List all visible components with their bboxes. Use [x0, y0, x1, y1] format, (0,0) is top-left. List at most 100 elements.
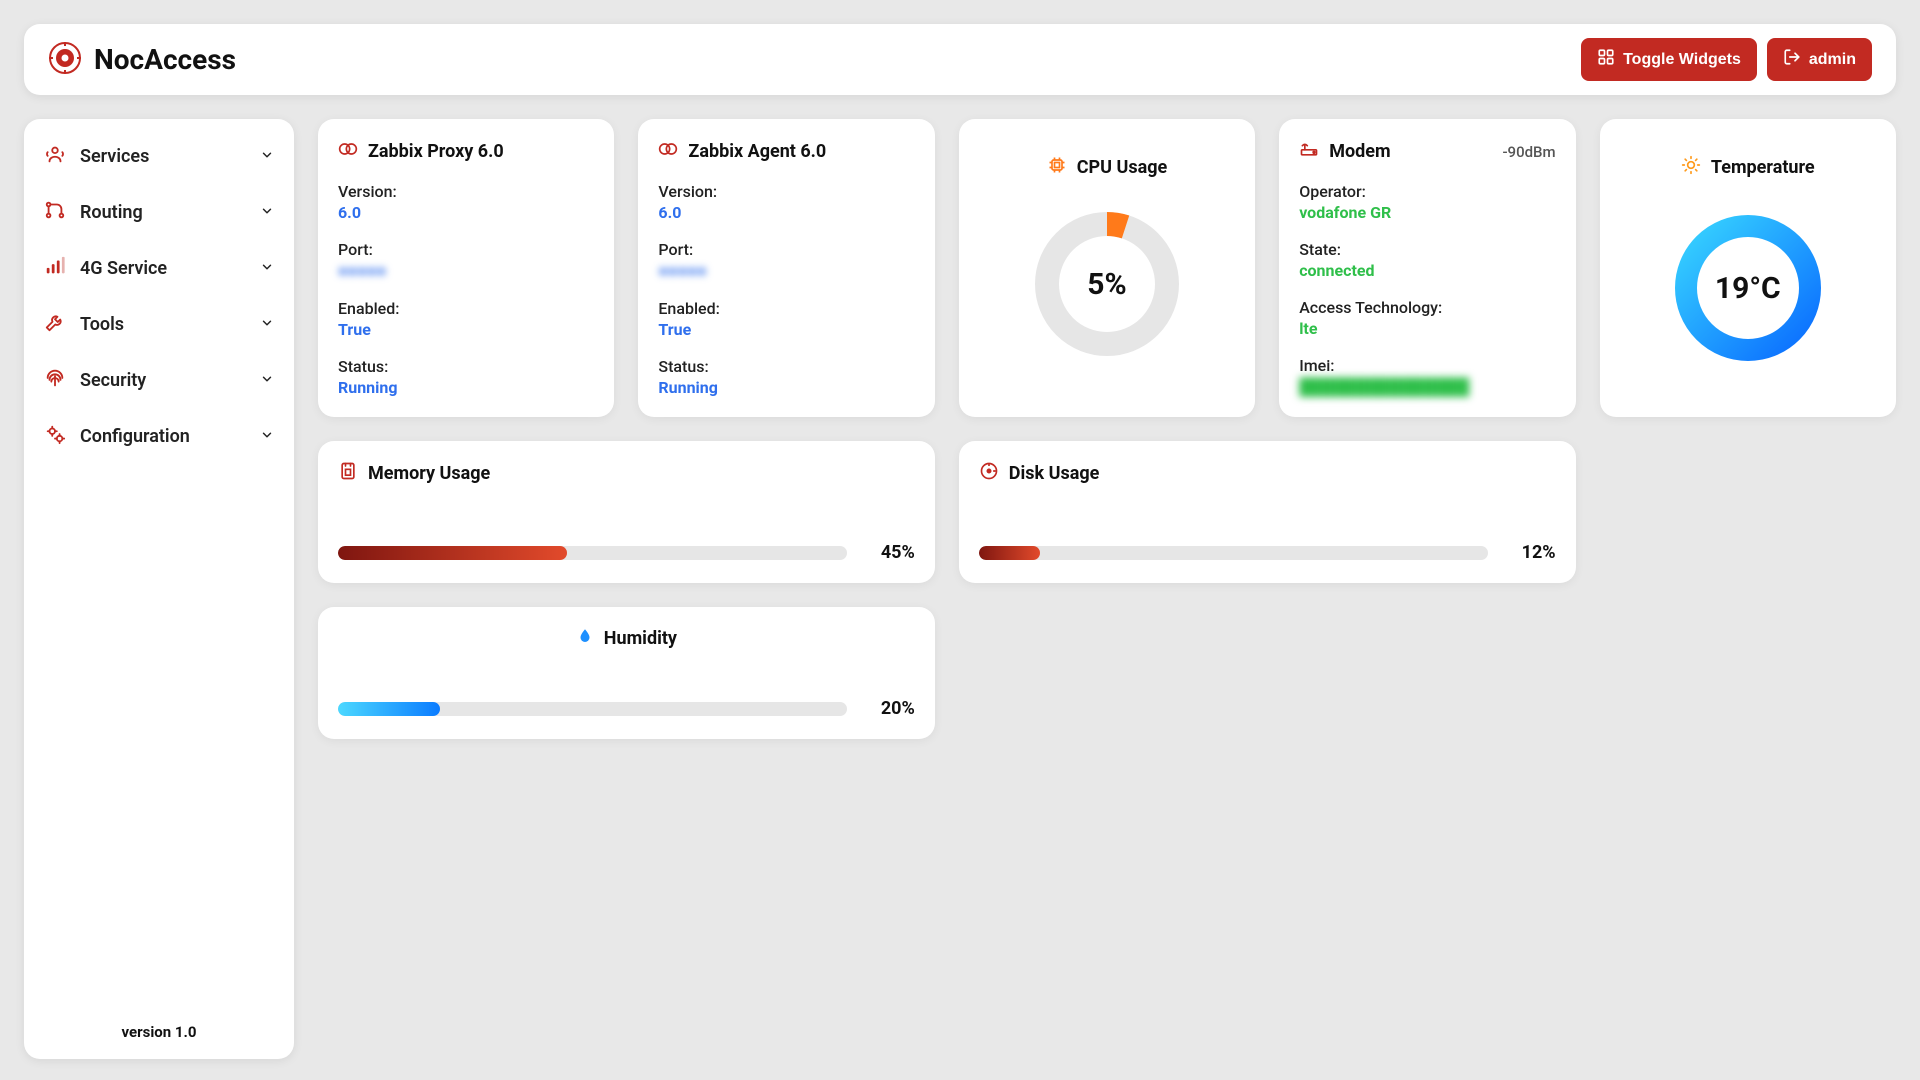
- admin-label: admin: [1809, 51, 1856, 69]
- field-key: State:: [1299, 240, 1555, 259]
- sidebar-item-routing[interactable]: Routing: [44, 199, 274, 225]
- card-zabbix-proxy: Zabbix Proxy 6.0 Version:6.0 Port:●●●●● …: [318, 119, 614, 417]
- sidebar-item-label: 4G Service: [80, 258, 167, 279]
- sidebar-item-security[interactable]: Security: [44, 367, 274, 393]
- topbar: NocAccess Toggle Widgets admin: [24, 24, 1896, 95]
- sidebar-item-tools[interactable]: Tools: [44, 311, 274, 337]
- field-key: Version:: [658, 182, 914, 201]
- sun-icon: [1681, 155, 1701, 180]
- sidebar-item-label: Services: [80, 146, 149, 167]
- chevron-down-icon: [260, 259, 274, 278]
- humidity-percent-label: 20%: [863, 698, 915, 719]
- top-actions: Toggle Widgets admin: [1581, 38, 1872, 81]
- memory-icon: [338, 461, 358, 486]
- card-disk-usage: Disk Usage 12%: [959, 441, 1576, 583]
- content: Zabbix Proxy 6.0 Version:6.0 Port:●●●●● …: [318, 119, 1896, 1059]
- fingerprint-icon: [44, 367, 66, 393]
- card-title-row: Disk Usage: [979, 461, 1556, 486]
- routing-icon: [44, 199, 66, 225]
- field-value: 6.0: [658, 203, 914, 222]
- memory-percent-label: 45%: [863, 542, 915, 563]
- card-title: Humidity: [604, 628, 677, 649]
- droplet-icon: [576, 627, 594, 650]
- signal-icon: [44, 255, 66, 281]
- field-value: True: [658, 320, 914, 339]
- toggle-widgets-button[interactable]: Toggle Widgets: [1581, 38, 1757, 81]
- card-title: Temperature: [1711, 157, 1815, 178]
- field-value: Running: [338, 378, 594, 397]
- grid-icon: [1597, 48, 1615, 71]
- brand: NocAccess: [48, 41, 236, 79]
- card-title-row: Zabbix Agent 6.0: [658, 139, 914, 164]
- cpu-gauge: 5%: [979, 204, 1235, 364]
- temperature-ring: 19°C: [1620, 208, 1876, 368]
- field-value: True: [338, 320, 594, 339]
- field-value-blurred: ●●●●●: [658, 261, 914, 281]
- zabbix-icon: [658, 139, 678, 164]
- sidebar-item-label: Configuration: [80, 426, 190, 447]
- card-title: Zabbix Proxy 6.0: [368, 141, 504, 162]
- field-key: Imei:: [1299, 356, 1555, 375]
- sidebar-item-label: Routing: [80, 202, 143, 223]
- field-key: Status:: [658, 357, 914, 376]
- card-memory-usage: Memory Usage 45%: [318, 441, 935, 583]
- field-key: Version:: [338, 182, 594, 201]
- card-title: CPU Usage: [1077, 157, 1167, 178]
- disk-icon: [979, 461, 999, 486]
- wrench-icon: [44, 311, 66, 337]
- chevron-down-icon: [260, 147, 274, 166]
- card-title: Zabbix Agent 6.0: [688, 141, 826, 162]
- field-value: lte: [1299, 319, 1555, 338]
- brand-title: NocAccess: [94, 43, 236, 76]
- cpu-percent-label: 5%: [1027, 204, 1187, 364]
- temperature-value: 19°C: [1668, 208, 1828, 368]
- card-title-row: Memory Usage: [338, 461, 915, 486]
- field-value: 6.0: [338, 203, 594, 222]
- admin-button[interactable]: admin: [1767, 38, 1872, 81]
- zabbix-icon: [338, 139, 358, 164]
- card-title-row: Temperature: [1620, 155, 1876, 180]
- field-key: Status:: [338, 357, 594, 376]
- card-title: Memory Usage: [368, 463, 490, 484]
- field-value: connected: [1299, 261, 1555, 280]
- card-temperature: Temperature 19°C: [1600, 119, 1896, 417]
- sidebar-item-configuration[interactable]: Configuration: [44, 423, 274, 449]
- services-icon: [44, 143, 66, 169]
- humidity-bar: [338, 702, 847, 716]
- chevron-down-icon: [260, 427, 274, 446]
- card-modem: Modem -90dBm Operator: vodafone GR State:…: [1279, 119, 1575, 417]
- field-value-blurred: ███████████████: [1299, 377, 1555, 397]
- field-key: Operator:: [1299, 182, 1555, 201]
- disk-bar: [979, 546, 1488, 560]
- modem-icon: [1299, 139, 1319, 164]
- version-label: version 1.0: [44, 1023, 274, 1041]
- modem-signal: -90dBm: [1502, 143, 1555, 161]
- card-title: Disk Usage: [1009, 463, 1100, 484]
- chevron-down-icon: [260, 371, 274, 390]
- sidebar-item-label: Tools: [80, 314, 124, 335]
- chevron-down-icon: [260, 203, 274, 222]
- chevron-down-icon: [260, 315, 274, 334]
- memory-bar: [338, 546, 847, 560]
- cpu-icon: [1047, 155, 1067, 180]
- field-key: Enabled:: [338, 299, 594, 318]
- card-title-row: CPU Usage: [979, 155, 1235, 180]
- sidebar-item-4g-service[interactable]: 4G Service: [44, 255, 274, 281]
- gears-icon: [44, 423, 66, 449]
- card-zabbix-agent: Zabbix Agent 6.0 Version:6.0 Port:●●●●● …: [638, 119, 934, 417]
- brand-logo-icon: [48, 41, 82, 79]
- field-value-blurred: ●●●●●: [338, 261, 594, 281]
- field-key: Port:: [658, 240, 914, 259]
- card-title-row: Humidity: [338, 627, 915, 650]
- sidebar-item-label: Security: [80, 370, 146, 391]
- logout-icon: [1783, 48, 1801, 71]
- nav-list: Services Routing 4G Service: [44, 143, 274, 449]
- sidebar-item-services[interactable]: Services: [44, 143, 274, 169]
- field-value: Running: [658, 378, 914, 397]
- field-value: vodafone GR: [1299, 203, 1555, 222]
- card-cpu-usage: CPU Usage 5%: [959, 119, 1255, 417]
- field-key: Enabled:: [658, 299, 914, 318]
- field-key: Port:: [338, 240, 594, 259]
- card-title-row: Modem -90dBm: [1299, 139, 1555, 164]
- card-humidity: Humidity 20%: [318, 607, 935, 739]
